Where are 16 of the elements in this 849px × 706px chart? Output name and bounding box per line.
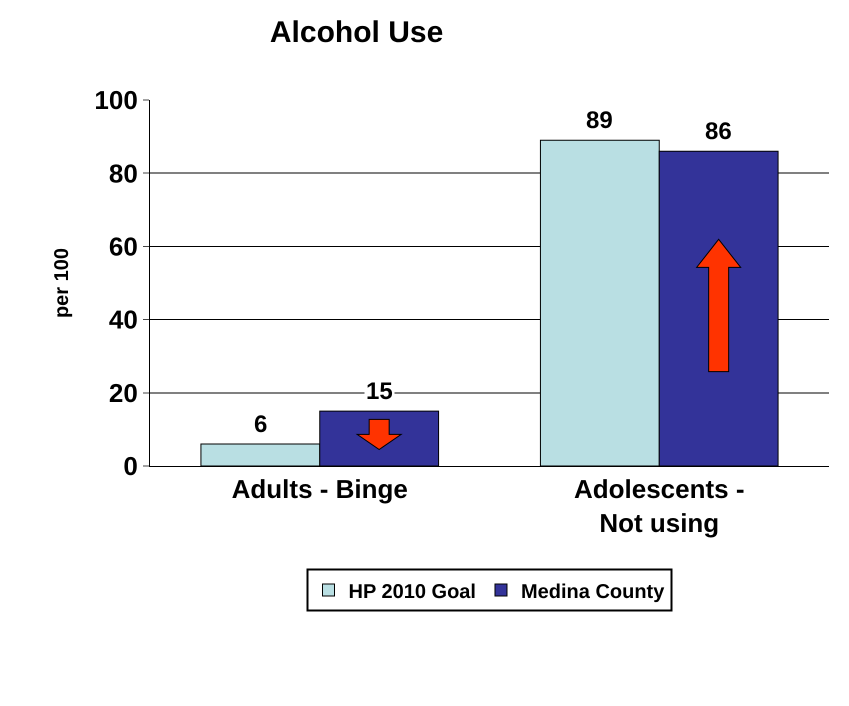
y-tick-label: 20	[108, 378, 138, 408]
data-label: 15	[366, 378, 393, 405]
chart-title: Alcohol Use	[270, 16, 444, 50]
y-tick-label: 80	[108, 158, 138, 188]
y-tick-label: 60	[108, 232, 138, 262]
y-tick-label: 100	[94, 85, 138, 116]
legend-label: HP 2010 Goal	[348, 580, 476, 603]
data-label: 6	[254, 411, 268, 438]
data-label: 89	[586, 107, 613, 134]
y-tick-label: 40	[108, 304, 138, 335]
y-axis-title: per 100	[50, 248, 73, 318]
data-label: 86	[705, 118, 732, 145]
x-tick-label: Adolescents - Not using	[574, 474, 744, 538]
y-tick-label: 0	[123, 451, 138, 482]
x-tick-label: Adults - Binge	[232, 474, 408, 504]
legend-label: Medina County	[520, 580, 666, 603]
